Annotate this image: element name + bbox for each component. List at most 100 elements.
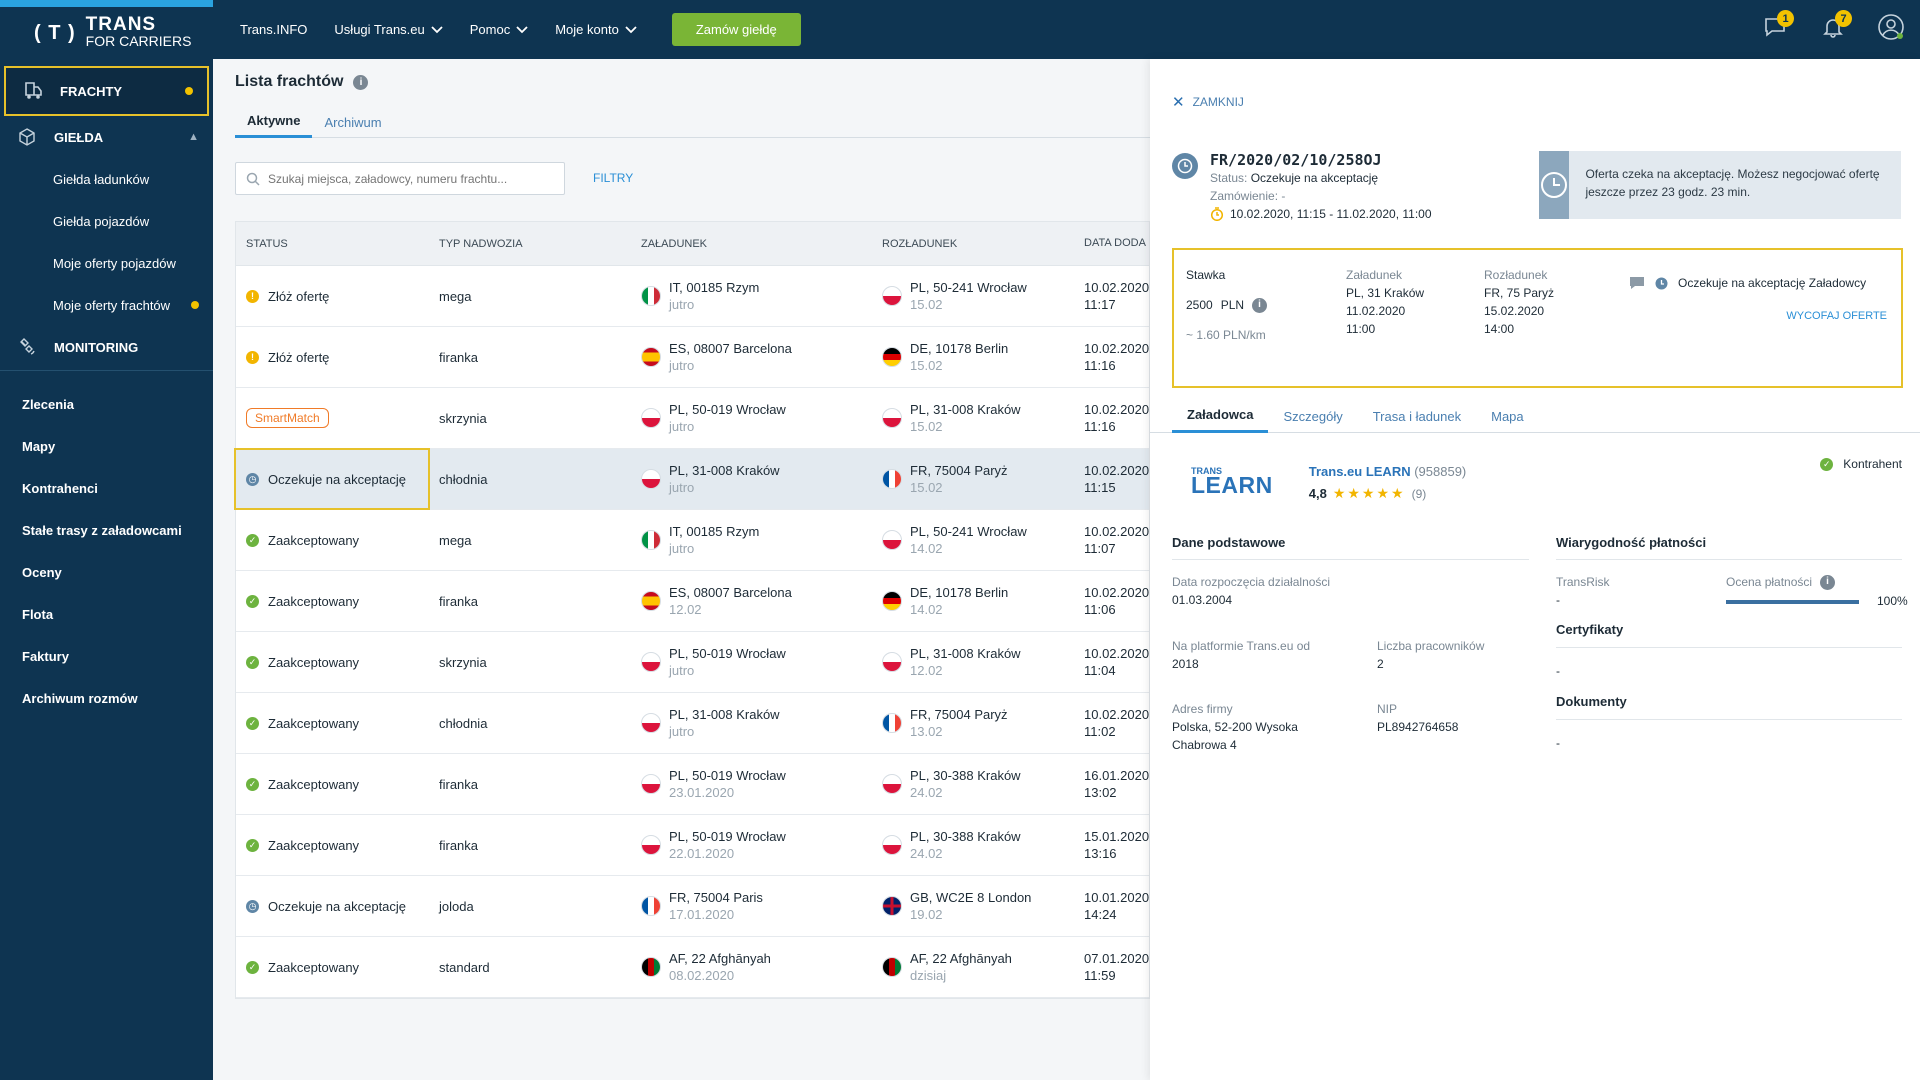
table-row[interactable]: ✓ Zaakceptowany firanka ES, 08007 Barcelo…	[236, 571, 1149, 632]
column-header-date-added[interactable]: DATA DODA	[1084, 237, 1146, 249]
loading-date: jutro	[669, 419, 695, 434]
unloading-date: 24.02	[910, 785, 943, 800]
field-value: 01.03.2004	[1172, 593, 1233, 607]
status-text: Złóż ofertę	[268, 349, 330, 365]
order-exchange-button[interactable]: Zamów giełdę	[671, 13, 801, 46]
filters-button[interactable]: FILTRY	[593, 171, 634, 185]
sidebar-item-stale-trasy[interactable]: Stałe trasy z załadowcami	[22, 522, 182, 538]
sidebar-item-archiwum-rozmow[interactable]: Archiwum rozmów	[22, 690, 138, 706]
order-label: Zamówienie:	[1210, 189, 1279, 203]
check-icon: ✓	[246, 594, 259, 608]
cell-date-added: 10.02.2020 11:06	[1084, 584, 1149, 618]
sidebar-item-gielda[interactable]: GIEŁDA ▲	[0, 116, 213, 158]
loading-place: PL, 50-019 Wrocław	[669, 829, 786, 844]
column-header-loading[interactable]: ZAŁADUNEK	[641, 237, 708, 250]
column-header-unloading[interactable]: ROZŁADUNEK	[882, 237, 958, 250]
rating-value: 4,8	[1308, 486, 1327, 501]
nav-trans-info[interactable]: Trans.INFO	[240, 22, 308, 37]
tab-mapa[interactable]: Mapa	[1491, 408, 1524, 424]
time-added: 11:07	[1084, 541, 1116, 556]
column-header-body-type[interactable]: TYP NADWOZIA	[439, 237, 523, 250]
messages-button[interactable]: 1	[1760, 10, 1794, 42]
comment-icon	[1630, 277, 1644, 289]
warning-icon: !	[246, 289, 259, 303]
sidebar-subitem-moje-oferty-frachtow[interactable]: Moje oferty frachtów	[0, 284, 213, 326]
table-row[interactable]: ◷ Oczekuje na akceptację joloda FR, 75004…	[236, 876, 1149, 937]
user-account-button[interactable]	[1876, 12, 1906, 42]
notifications-button[interactable]: 7	[1818, 10, 1852, 42]
sidebar-item-faktury[interactable]: Faktury	[22, 648, 69, 664]
unloading-place: PL, 30-388 Kraków	[910, 768, 1021, 783]
trans-logo[interactable]: ( T ) TRANS FOR CARRIERS	[0, 7, 213, 59]
info-icon[interactable]: i	[1820, 574, 1836, 590]
date-added: 16.01.2020	[1084, 768, 1149, 783]
sidebar-item-oceny[interactable]: Oceny	[22, 564, 62, 580]
flag-pl-icon	[641, 408, 661, 428]
table-row[interactable]: ! Złóż ofertę mega IT, 00185 Rzym jutro PL…	[236, 266, 1149, 327]
table-row[interactable]: ✓ Zaakceptowany firanka PL, 50-019 Wrocła…	[236, 815, 1149, 876]
tab-szczegoly[interactable]: Szczegóły	[1283, 408, 1343, 424]
chevron-down-icon	[431, 22, 443, 37]
tab-aktywne[interactable]: Aktywne	[235, 106, 313, 138]
column-header-status[interactable]: STATUS	[246, 237, 288, 250]
sidebar-subitem-gielda-ladunkow[interactable]: Giełda ładunków	[53, 171, 150, 187]
unloading-date: 14.02	[910, 541, 943, 556]
field-value: PL8942764658	[1377, 720, 1459, 734]
table-row[interactable]: ✓ Zaakceptowany mega IT, 00185 Rzym jutro …	[236, 510, 1149, 571]
sidebar-item-zlecenia[interactable]: Zlecenia	[22, 396, 75, 412]
withdraw-offer-button[interactable]: WYCOFAJ OFERTE	[1786, 310, 1887, 322]
sidebar-item-frachty[interactable]: FRACHTY	[4, 66, 209, 116]
cell-status: SmartMatch	[236, 408, 439, 428]
tab-archiwum[interactable]: Archiwum	[324, 114, 382, 130]
kontrahent-badge: ✓ Kontrahent	[1820, 457, 1902, 471]
search-input[interactable]	[268, 171, 548, 186]
order-value: -	[1281, 189, 1286, 203]
table-row[interactable]: ✓ Zaakceptowany standard AF, 22 Afghānyah…	[236, 937, 1149, 998]
sidebar-item-monitoring[interactable]: MONITORING	[0, 326, 213, 368]
sidebar-item-flota[interactable]: Flota	[22, 606, 54, 622]
date-added: 10.02.2020	[1084, 341, 1149, 356]
date-added: 10.02.2020	[1084, 524, 1149, 539]
field-label: Liczba pracowników	[1377, 639, 1485, 653]
nav-uslugi[interactable]: Usługi Trans.eu	[334, 22, 443, 37]
field-transrisk: TransRisk -	[1556, 573, 1610, 609]
flag-fr-icon	[641, 896, 661, 916]
sidebar-subitem-gielda-pojazdow[interactable]: Giełda pojazdów	[53, 213, 150, 229]
info-icon[interactable]: i	[353, 74, 369, 90]
section-payment-reliability-title: Wiarygodność płatności	[1556, 535, 1707, 550]
unloading-place: AF, 22 Afghānyah	[910, 951, 1012, 966]
smartmatch-badge[interactable]: SmartMatch	[246, 408, 329, 428]
table-row[interactable]: ✓ Zaakceptowany skrzynia PL, 50-019 Wrocł…	[236, 632, 1149, 693]
table-row[interactable]: ✓ Zaakceptowany chłodnia PL, 31-008 Krakó…	[236, 693, 1149, 754]
cell-status: ! Złóż ofertę	[236, 289, 439, 304]
company-name[interactable]: Trans.eu LEARN (958859)	[1309, 464, 1467, 479]
cell-status: ✓ Zaakceptowany	[236, 838, 439, 853]
loading-place: IT, 00185 Rzym	[669, 524, 760, 539]
nav-moje-konto[interactable]: Moje konto	[555, 22, 637, 37]
table-row[interactable]: ◷ Oczekuje na akceptację chłodnia PL, 31-…	[234, 448, 1149, 510]
sidebar-item-mapy[interactable]: Mapy	[22, 438, 56, 454]
close-panel-button[interactable]: ✕ ZAMKNIJ	[1172, 93, 1244, 111]
cell-date-added: 10.01.2020 14:24	[1084, 889, 1149, 923]
unloading-place: FR, 75 Paryż	[1484, 286, 1555, 300]
table-row[interactable]: ! Złóż ofertę firanka ES, 08007 Barcelona…	[236, 327, 1149, 388]
close-label: ZAMKNIJ	[1192, 95, 1244, 109]
table-row[interactable]: ✓ Zaakceptowany firanka PL, 50-019 Wrocła…	[236, 754, 1149, 815]
freight-order: Zamówienie: -	[1210, 187, 1432, 205]
cell-status: ✓ Zaakceptowany	[236, 777, 439, 792]
info-icon[interactable]: i	[1252, 297, 1268, 313]
field-value: 2018	[1172, 657, 1199, 671]
sidebar-subitem-moje-oferty-pojazdow[interactable]: Moje oferty pojazdów	[53, 255, 176, 271]
unloading-place: FR, 75004 Paryż	[910, 707, 1008, 722]
nav-pomoc[interactable]: Pomoc	[470, 22, 528, 37]
search-box[interactable]	[235, 162, 565, 195]
flag-pl-icon	[882, 774, 902, 794]
warning-icon: !	[246, 350, 259, 364]
flag-it-icon	[641, 530, 661, 550]
check-icon: ✓	[246, 716, 259, 730]
tab-trasa-i-ladunek[interactable]: Trasa i ładunek	[1372, 408, 1462, 424]
tab-zaladowca[interactable]: Załadowca	[1172, 399, 1269, 433]
sidebar-item-kontrahenci[interactable]: Kontrahenci	[22, 480, 98, 496]
chevron-up-icon[interactable]: ▲	[188, 131, 199, 143]
table-row[interactable]: SmartMatch skrzynia PL, 50-019 Wrocław ju…	[236, 388, 1149, 449]
